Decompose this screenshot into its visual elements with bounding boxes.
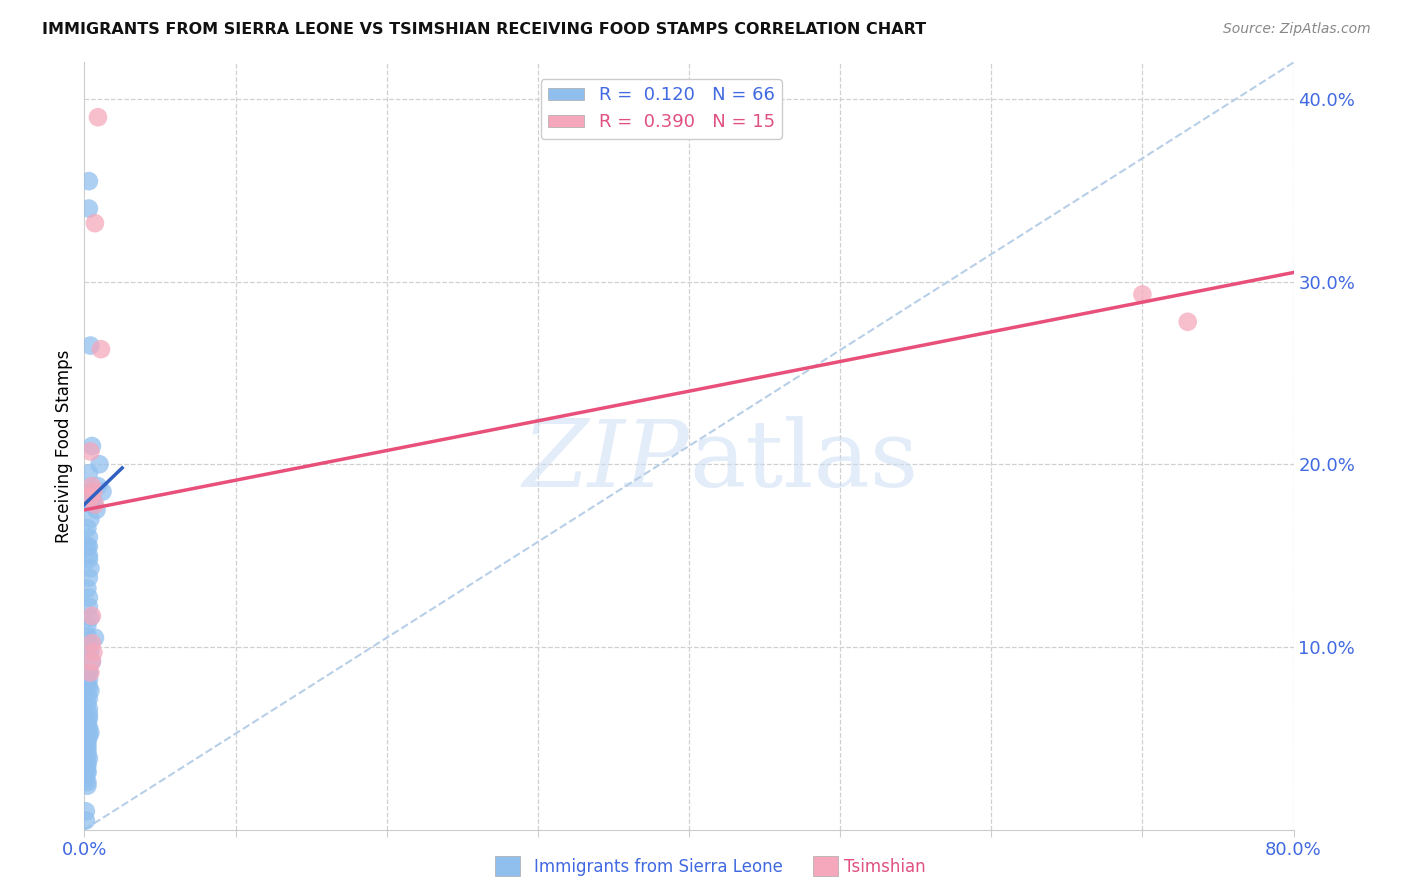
Point	[75, 772, 97, 786]
Point	[80, 608, 103, 623]
Point	[75, 805, 97, 819]
Point	[82, 498, 104, 512]
Point	[82, 484, 104, 499]
Point	[76, 779, 98, 793]
Point	[77, 665, 100, 680]
Point	[1177, 315, 1199, 329]
Point	[77, 751, 100, 765]
Point	[80, 655, 103, 669]
Text: IMMIGRANTS FROM SIERRA LEONE VS TSIMSHIAN RECEIVING FOOD STAMPS CORRELATION CHAR: IMMIGRANTS FROM SIERRA LEONE VS TSIMSHIA…	[42, 22, 927, 37]
Point	[76, 733, 98, 747]
Text: ZIP: ZIP	[522, 417, 689, 507]
Point	[77, 530, 100, 544]
Point	[77, 570, 100, 584]
Point	[82, 493, 104, 508]
Point	[79, 338, 101, 352]
Point	[80, 498, 103, 512]
Point	[76, 755, 98, 769]
Point	[79, 512, 101, 526]
Point	[1130, 287, 1153, 301]
Point	[76, 687, 98, 701]
Point	[84, 498, 107, 512]
Text: Source: ZipAtlas.com: Source: ZipAtlas.com	[1223, 22, 1371, 37]
Point	[79, 610, 101, 624]
Point	[79, 561, 101, 575]
Point	[77, 702, 100, 716]
Point	[80, 498, 103, 512]
Point	[75, 814, 97, 828]
Text: atlas: atlas	[689, 417, 918, 507]
Point	[87, 479, 110, 493]
Point	[76, 740, 98, 755]
Point	[77, 711, 100, 725]
Point	[80, 636, 103, 650]
Point	[77, 591, 100, 605]
Legend: R =  0.120   N = 66, R =  0.390   N = 15: R = 0.120 N = 66, R = 0.390 N = 15	[541, 79, 782, 138]
Point	[77, 723, 100, 738]
Point	[77, 174, 100, 188]
Point	[77, 484, 100, 499]
Point	[77, 720, 100, 734]
Point	[82, 645, 104, 659]
Y-axis label: Receiving Food Stamps: Receiving Food Stamps	[55, 350, 73, 542]
Point	[77, 202, 100, 216]
Point	[86, 503, 108, 517]
Point	[77, 599, 100, 614]
Text: Tsimshian: Tsimshian	[844, 858, 925, 876]
Text: Immigrants from Sierra Leone: Immigrants from Sierra Leone	[534, 858, 783, 876]
Point	[90, 342, 112, 356]
Point	[77, 680, 100, 694]
Point	[79, 444, 101, 458]
Point	[80, 479, 103, 493]
Point	[76, 521, 98, 535]
Point	[87, 110, 110, 124]
Point	[76, 744, 98, 758]
Point	[77, 673, 100, 687]
Point	[76, 484, 98, 499]
Point	[76, 697, 98, 711]
Point	[77, 665, 100, 680]
Point	[76, 629, 98, 643]
Point	[76, 758, 98, 772]
Point	[77, 552, 100, 566]
Point	[76, 775, 98, 789]
Point	[84, 631, 107, 645]
Point	[79, 725, 101, 739]
Point	[80, 655, 103, 669]
Point	[80, 439, 103, 453]
Point	[79, 683, 101, 698]
Point	[76, 714, 98, 729]
Point	[77, 730, 100, 744]
Point	[89, 457, 111, 471]
Point	[77, 549, 100, 563]
Point	[76, 737, 98, 751]
Point	[79, 643, 101, 657]
Point	[91, 484, 114, 499]
Point	[77, 707, 100, 722]
Point	[76, 766, 98, 780]
Point	[77, 691, 100, 706]
Point	[76, 764, 98, 778]
Point	[79, 665, 101, 680]
Point	[76, 582, 98, 596]
Point	[76, 618, 98, 632]
Point	[79, 490, 101, 504]
Point	[76, 540, 98, 554]
Point	[77, 636, 100, 650]
Point	[76, 676, 98, 690]
Point	[84, 216, 107, 230]
Point	[76, 747, 98, 762]
Point	[77, 540, 100, 554]
Point	[77, 467, 100, 481]
